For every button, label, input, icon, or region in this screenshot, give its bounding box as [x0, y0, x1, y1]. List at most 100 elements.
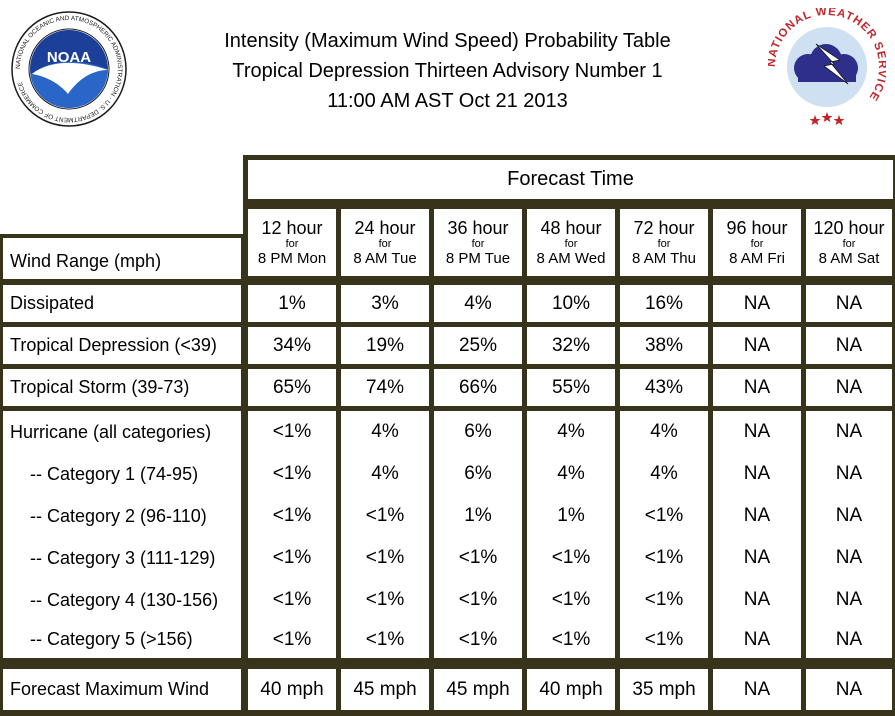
table-cell: 4% [341, 453, 429, 495]
title-line-2: Tropical Depression Thirteen Advisory Nu… [232, 60, 663, 82]
table-cell: NA [806, 411, 892, 453]
table-cell: 6% [434, 453, 522, 495]
table-cell: NA [713, 411, 801, 453]
title-line-1: Intensity (Maximum Wind Speed) Probabili… [224, 30, 671, 52]
row-label: -- Category 3 (111-129) [3, 537, 241, 579]
column-for: for [750, 237, 764, 250]
table-cell: 32% [527, 327, 615, 364]
table-cell: NA [713, 621, 801, 658]
table-cell: NA [713, 579, 801, 621]
table-cell: <1% [341, 579, 429, 621]
row-label: Tropical Storm (39-73) [3, 369, 241, 406]
row-label: -- Category 2 (96-110) [3, 495, 241, 537]
column-header: 48 hour for 8 AM Wed [527, 209, 615, 276]
table-cell: NA [806, 495, 892, 537]
table-cell: <1% [620, 495, 708, 537]
table-cell: NA [713, 669, 801, 710]
column-hours: 120 hour [813, 217, 885, 238]
table-cell: 1% [248, 285, 336, 322]
wind-range-header: Wind Range (mph) [3, 238, 241, 279]
column-for: for [564, 237, 578, 250]
table-cell: NA [713, 369, 801, 406]
table-cell: 4% [620, 411, 708, 453]
column-header: 72 hour for 8 AM Thu [620, 209, 708, 276]
table-cell: NA [806, 453, 892, 495]
column-header: 120 hour for 8 AM Sat [806, 209, 892, 276]
table-cell: <1% [620, 537, 708, 579]
table-cell: NA [713, 285, 801, 322]
table-cell: <1% [248, 495, 336, 537]
row-label: Dissipated [3, 285, 241, 322]
table-cell: NA [806, 579, 892, 621]
table-cell: 4% [434, 285, 522, 322]
column-when: 8 PM Tue [445, 249, 511, 267]
column-when: 8 AM Thu [632, 249, 696, 267]
table-cell: <1% [248, 579, 336, 621]
column-for: for [471, 237, 485, 250]
table-cell: NA [806, 537, 892, 579]
column-header: 24 hour for 8 AM Tue [341, 209, 429, 276]
table-cell: 4% [341, 411, 429, 453]
column-hours: 36 hour [447, 217, 509, 238]
table-cell: 10% [527, 285, 615, 322]
column-header: 12 hour for 8 PM Mon [248, 209, 336, 276]
table-cell: 40 mph [527, 669, 615, 710]
table-cell: <1% [248, 453, 336, 495]
column-for: for [657, 237, 671, 250]
table-cell: 65% [248, 369, 336, 406]
forecast-time-header: Forecast Time [248, 160, 893, 199]
table-cell: NA [806, 327, 892, 364]
table-cell: <1% [527, 621, 615, 658]
table-cell: <1% [248, 411, 336, 453]
table-cell: 25% [434, 327, 522, 364]
noaa-logo-text: NOAA [47, 49, 91, 66]
column-when: 8 AM Tue [353, 249, 417, 267]
table-cell: <1% [527, 537, 615, 579]
table-cell: 6% [434, 411, 522, 453]
table-cell: NA [713, 495, 801, 537]
column-for: for [378, 237, 392, 250]
table-cell: <1% [248, 537, 336, 579]
column-when: 8 AM Sat [818, 249, 880, 267]
table-cell: 66% [434, 369, 522, 406]
star-icon [809, 112, 845, 125]
table-cell: <1% [527, 579, 615, 621]
row-label: Forecast Maximum Wind [3, 669, 241, 710]
column-hours: 96 hour [726, 217, 788, 238]
table-cell: 4% [620, 453, 708, 495]
table-cell: NA [713, 537, 801, 579]
column-hours: 12 hour [261, 217, 323, 238]
row-label: -- Category 4 (130-156) [3, 579, 241, 621]
noaa-logo: NOAA NATIONAL OCEANIC AND ATMOSPHERIC AD… [11, 11, 127, 127]
table-cell: 55% [527, 369, 615, 406]
table-cell: 45 mph [434, 669, 522, 710]
table-cell: 35 mph [620, 669, 708, 710]
table-cell: 34% [248, 327, 336, 364]
table-cell: NA [806, 621, 892, 658]
table-cell: 45 mph [341, 669, 429, 710]
table-cell: <1% [341, 621, 429, 658]
column-when: 8 PM Mon [257, 249, 327, 267]
table-cell: <1% [620, 621, 708, 658]
table-cell: <1% [341, 537, 429, 579]
table-cell: NA [713, 327, 801, 364]
column-when: 8 AM Wed [536, 249, 606, 267]
table-cell: 43% [620, 369, 708, 406]
nws-logo: NATIONAL WEATHER SERVICE [768, 8, 886, 125]
table-cell: NA [713, 453, 801, 495]
column-when: 8 AM Fri [729, 249, 785, 267]
column-hours: 72 hour [633, 217, 695, 238]
table-cell: 74% [341, 369, 429, 406]
table-cell: 4% [527, 411, 615, 453]
table-cell: NA [806, 669, 892, 710]
page-title: Intensity (Maximum Wind Speed) Probabili… [180, 26, 715, 116]
row-label: Tropical Depression (<39) [3, 327, 241, 364]
row-label: -- Category 5 (>156) [3, 621, 241, 658]
table-cell: <1% [434, 579, 522, 621]
column-header: 96 hour for 8 AM Fri [713, 209, 801, 276]
column-hours: 24 hour [354, 217, 416, 238]
table-cell: 40 mph [248, 669, 336, 710]
column-header: 36 hour for 8 PM Tue [434, 209, 522, 276]
column-hours: 48 hour [540, 217, 602, 238]
table-cell: <1% [434, 537, 522, 579]
